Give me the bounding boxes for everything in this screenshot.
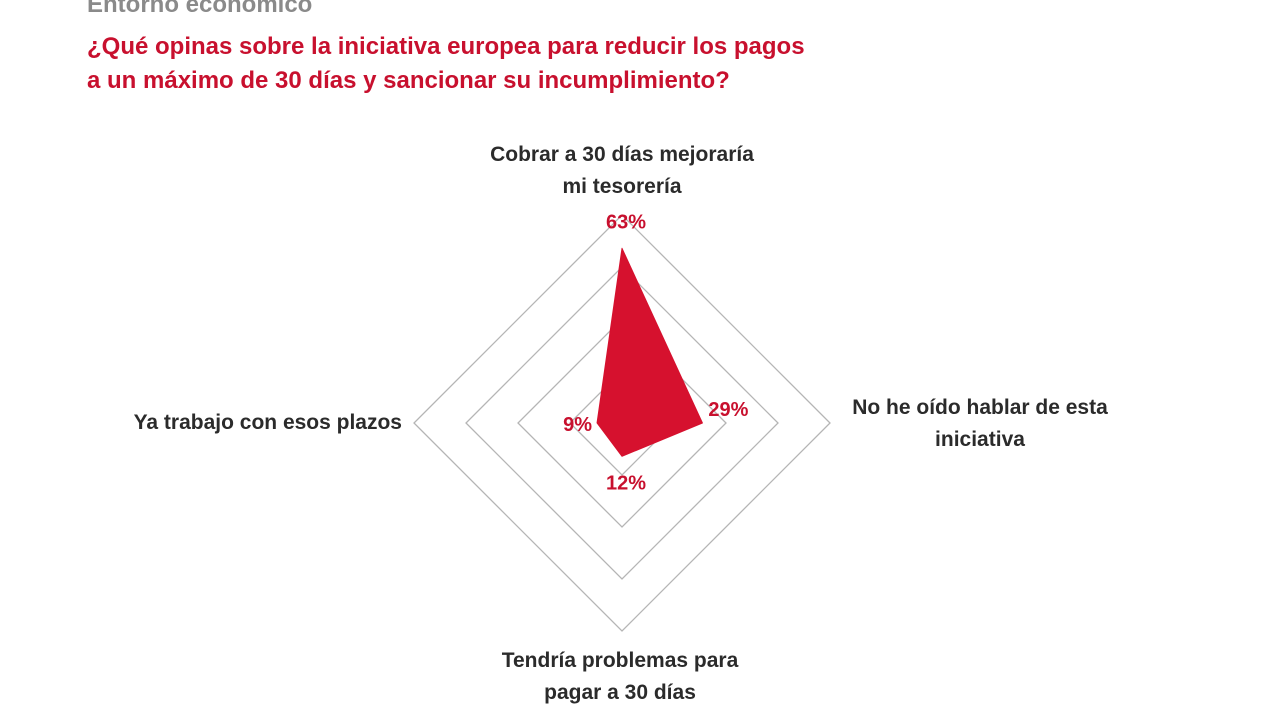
value-label-4: 9%	[563, 414, 592, 436]
grid-ring-2	[517, 318, 727, 528]
radar-grid	[413, 214, 831, 632]
axis-label-3-line-1: Tendría problemas para	[502, 649, 739, 672]
section-label: Entorno económico	[87, 0, 313, 18]
axis-label-3-line-2: pagar a 30 días	[544, 681, 696, 704]
value-label-3: 12%	[606, 472, 646, 494]
value-label-2: 29%	[708, 399, 748, 421]
radar-axis-labels: Cobrar a 30 días mejoraría mi tesorería No…	[134, 143, 1109, 704]
chart-title-line-1: ¿Qué opinas sobre la iniciativa europea …	[87, 33, 805, 60]
radar-value-labels: 63% 29% 12% 9%	[563, 211, 749, 494]
chart-title-line-2: a un máximo de 30 días y sancionar su in…	[87, 67, 730, 94]
axis-label-1-line-1: Cobrar a 30 días mejoraría	[490, 143, 754, 166]
axis-label-2: No he oído hablar de esta iniciativa	[852, 396, 1108, 451]
axis-label-4: Ya trabajo con esos plazos	[134, 411, 402, 434]
grid-ring-3	[465, 266, 779, 580]
axis-label-2-line-2: iniciativa	[935, 428, 1025, 451]
axis-label-1: Cobrar a 30 días mejoraría mi tesorería	[490, 143, 754, 198]
data-polygon	[596, 247, 703, 457]
radar-data-area	[596, 247, 703, 457]
grid-ring-4	[413, 214, 831, 632]
axis-label-2-line-1: No he oído hablar de esta	[852, 396, 1108, 419]
axis-label-4-line-1: Ya trabajo con esos plazos	[134, 411, 402, 434]
chart-title: ¿Qué opinas sobre la iniciativa europea …	[87, 30, 987, 98]
value-label-1: 63%	[606, 211, 646, 233]
axis-label-3: Tendría problemas para pagar a 30 días	[502, 649, 739, 704]
axis-label-1-line-2: mi tesorería	[562, 175, 681, 198]
